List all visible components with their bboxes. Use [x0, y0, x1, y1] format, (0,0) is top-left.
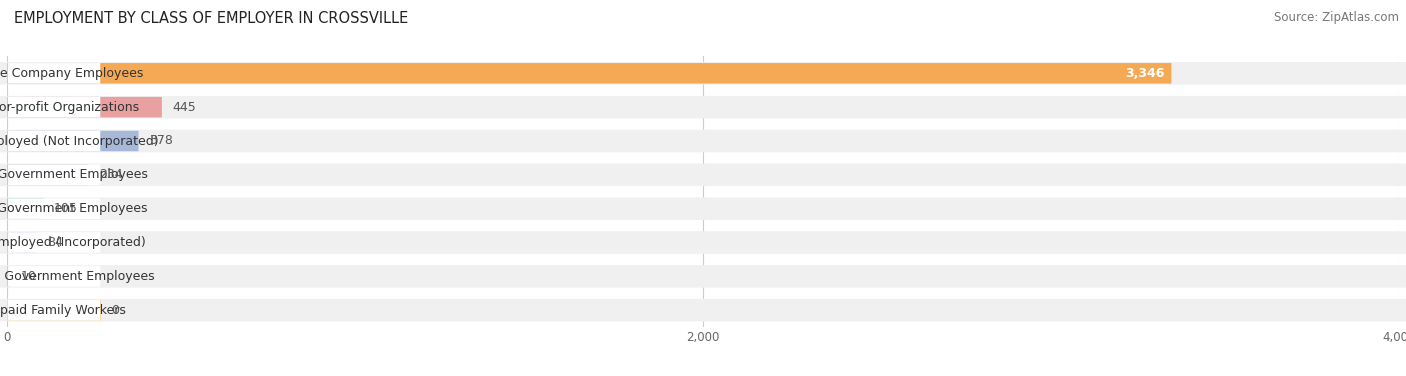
FancyBboxPatch shape: [7, 232, 37, 253]
FancyBboxPatch shape: [7, 266, 10, 287]
FancyBboxPatch shape: [7, 199, 100, 219]
Text: Self-Employed (Not Incorporated): Self-Employed (Not Incorporated): [0, 135, 159, 147]
Text: 445: 445: [173, 101, 195, 114]
Text: Local Government Employees: Local Government Employees: [0, 168, 148, 181]
FancyBboxPatch shape: [0, 299, 1406, 321]
Text: Self-Employed (Incorporated): Self-Employed (Incorporated): [0, 236, 146, 249]
Text: EMPLOYMENT BY CLASS OF EMPLOYER IN CROSSVILLE: EMPLOYMENT BY CLASS OF EMPLOYER IN CROSS…: [14, 11, 408, 26]
FancyBboxPatch shape: [0, 130, 1406, 152]
FancyBboxPatch shape: [7, 300, 100, 320]
FancyBboxPatch shape: [0, 164, 1406, 186]
FancyBboxPatch shape: [7, 266, 100, 287]
Text: Unpaid Family Workers: Unpaid Family Workers: [0, 304, 125, 317]
FancyBboxPatch shape: [7, 165, 100, 185]
Text: State Government Employees: State Government Employees: [0, 202, 148, 215]
Text: Federal Government Employees: Federal Government Employees: [0, 270, 155, 283]
FancyBboxPatch shape: [7, 131, 139, 151]
Text: Source: ZipAtlas.com: Source: ZipAtlas.com: [1274, 11, 1399, 24]
FancyBboxPatch shape: [7, 165, 89, 185]
FancyBboxPatch shape: [7, 63, 1171, 83]
FancyBboxPatch shape: [7, 232, 100, 253]
FancyBboxPatch shape: [7, 300, 101, 320]
Text: Private Company Employees: Private Company Employees: [0, 67, 143, 80]
Text: 234: 234: [98, 168, 122, 181]
FancyBboxPatch shape: [7, 97, 100, 117]
Text: 3,346: 3,346: [1125, 67, 1164, 80]
FancyBboxPatch shape: [0, 197, 1406, 220]
FancyBboxPatch shape: [0, 62, 1406, 85]
FancyBboxPatch shape: [0, 265, 1406, 288]
FancyBboxPatch shape: [7, 63, 100, 83]
FancyBboxPatch shape: [7, 131, 100, 151]
Text: 0: 0: [111, 304, 120, 317]
Text: 84: 84: [46, 236, 63, 249]
Text: Not-for-profit Organizations: Not-for-profit Organizations: [0, 101, 139, 114]
FancyBboxPatch shape: [7, 97, 162, 117]
Text: 105: 105: [53, 202, 77, 215]
FancyBboxPatch shape: [0, 96, 1406, 118]
FancyBboxPatch shape: [0, 231, 1406, 254]
FancyBboxPatch shape: [7, 199, 44, 219]
Text: 378: 378: [149, 135, 173, 147]
Text: 10: 10: [21, 270, 37, 283]
